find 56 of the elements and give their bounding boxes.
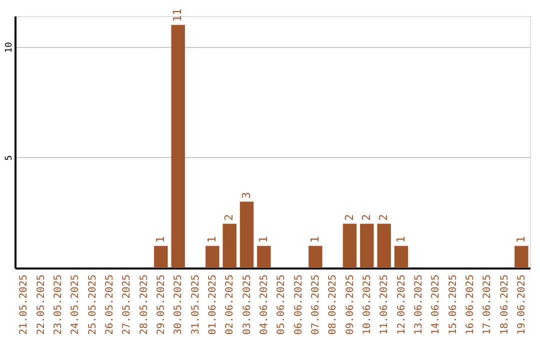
bar <box>206 246 220 268</box>
data-label: 3 <box>240 192 253 199</box>
x-tick-label: 27.05.2025 <box>122 274 133 335</box>
data-label: 1 <box>514 236 528 243</box>
bar <box>222 224 236 268</box>
x-tick-label: 07.06.2025 <box>310 274 322 335</box>
x-tick-label: 25.05.2025 <box>87 274 98 335</box>
data-label: 2 <box>377 214 390 221</box>
y-tick-label: 10 <box>4 42 14 53</box>
x-tick-label: 17.06.2025 <box>482 274 494 335</box>
data-label: 11 <box>171 8 184 22</box>
x-tick-label: 05.06.2025 <box>276 274 288 335</box>
x-tick-label: 10.06.2025 <box>362 274 373 335</box>
bar <box>171 24 185 268</box>
data-label: 2 <box>342 214 356 221</box>
x-tick-label: 14.06.2025 <box>430 274 442 335</box>
bar <box>308 246 322 268</box>
x-tick-label: 08.06.2025 <box>328 274 339 335</box>
data-label: 1 <box>154 236 167 243</box>
bar <box>360 224 374 268</box>
x-tick-label: 19.06.2025 <box>516 274 528 335</box>
x-tick-label: 04.06.2025 <box>258 274 270 335</box>
data-label: 1 <box>394 236 408 243</box>
data-label: 1 <box>308 236 322 243</box>
x-tick-label: 02.06.2025 <box>224 274 236 335</box>
data-label: 1 <box>256 236 270 243</box>
x-tick-label: 06.06.2025 <box>293 274 304 335</box>
x-tick-label: 21.05.2025 <box>18 274 30 335</box>
x-tick-label: 18.06.2025 <box>499 274 510 335</box>
x-tick-label: 23.05.2025 <box>52 274 64 335</box>
x-tick-label: 26.05.2025 <box>104 274 116 335</box>
x-tick-label: 16.06.2025 <box>464 274 476 335</box>
x-tick-label: 29.05.2025 <box>156 274 167 335</box>
bar <box>514 246 528 268</box>
x-tick-label: 01.06.2025 <box>207 274 218 335</box>
data-label: 1 <box>205 236 218 243</box>
data-label: 2 <box>222 214 236 221</box>
x-tick-label: 22.05.2025 <box>36 274 47 335</box>
x-tick-label: 24.05.2025 <box>70 274 82 335</box>
x-tick-label: 13.06.2025 <box>413 274 424 335</box>
bar <box>257 246 271 268</box>
x-tick-label: 03.06.2025 <box>242 274 253 335</box>
x-tick-label: 15.06.2025 <box>448 274 459 335</box>
bar <box>394 246 408 268</box>
x-tick-label: 11.06.2025 <box>379 274 390 335</box>
bar <box>342 224 357 268</box>
bar <box>377 224 391 268</box>
x-tick-label: 31.05.2025 <box>190 274 202 335</box>
bar <box>154 246 168 268</box>
x-tick-label: 09.06.2025 <box>344 274 356 335</box>
bar <box>240 202 254 268</box>
data-label: 2 <box>360 214 373 221</box>
x-tick-label: 12.06.2025 <box>396 274 408 335</box>
y-tick-label: 5 <box>4 155 14 161</box>
x-tick-label: 28.05.2025 <box>138 274 150 335</box>
x-tick-label: 30.05.2025 <box>173 274 184 335</box>
